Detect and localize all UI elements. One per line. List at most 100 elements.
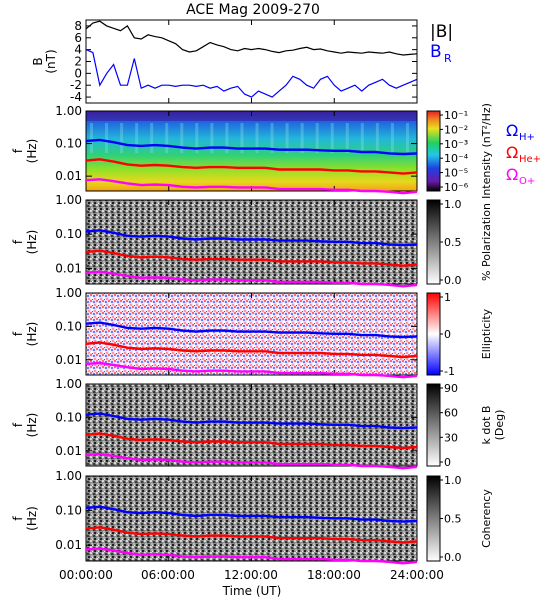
intensity-stripe-4 bbox=[150, 123, 154, 153]
colorbar-tick-label-3-2: -1 bbox=[444, 365, 455, 378]
intensity-stripe-0 bbox=[90, 123, 93, 153]
y-tick-label-2-2: 0.01 bbox=[55, 261, 82, 275]
colorbar-tick-label-5-1: 0.5 bbox=[444, 513, 462, 526]
y-axis-label-5: f bbox=[11, 516, 25, 521]
gyro-legend-sub-1: He+ bbox=[519, 154, 541, 165]
y-tick-label-4-0: 1.00 bbox=[55, 377, 82, 391]
y-tick-label-b-6: -4 bbox=[70, 90, 82, 104]
y-axis-unit-2: (Hz) bbox=[25, 230, 39, 255]
legend-b-r-sub: R bbox=[444, 52, 452, 65]
colorbar-label-3: Ellipticity bbox=[480, 308, 493, 359]
y-tick-label-3-2: 0.01 bbox=[55, 353, 82, 367]
intensity-stripe-7 bbox=[195, 123, 199, 153]
y-tick-label-b-2: 4 bbox=[74, 43, 82, 57]
intensity-stripe-17 bbox=[345, 123, 349, 153]
intensity-stripe-3 bbox=[135, 123, 139, 153]
y-axis-unit-4: (Hz) bbox=[25, 413, 39, 438]
y-tick-label-2-0: 1.00 bbox=[55, 193, 82, 207]
colorbar-tick-label-5-2: 0.0 bbox=[444, 551, 462, 564]
gyro-line-o-plus-5 bbox=[85, 547, 418, 565]
y-axis-label-4: f bbox=[11, 422, 25, 427]
intensity-stripe-21 bbox=[405, 123, 409, 153]
y-tick-label-b-5: -2 bbox=[70, 78, 82, 92]
x-tick-label-24: 24:00:00 bbox=[390, 568, 444, 582]
colorbar-tick-label-3-1: 0 bbox=[444, 328, 451, 341]
panel-coherency: 1.00 0.10 0.01 f (Hz) 1.0 0.5 0.0 Coherency bbox=[11, 469, 493, 565]
intensity-stripe-14 bbox=[300, 123, 304, 153]
panel-intensity: 1.00 0.10 0.01 f (Hz) 10⁻¹10⁻² 10⁻³10⁻⁴ 10⁻⁵10⁻… bbox=[11, 103, 541, 199]
intensity-stripe-18 bbox=[360, 123, 364, 153]
y-tick-label-3-0: 1.00 bbox=[55, 286, 82, 300]
plot-frame-b bbox=[85, 19, 418, 104]
panel-ellipticity: 1.00 0.10 0.01 f (Hz) 1 0 -1 Ellipticity bbox=[11, 286, 493, 379]
y-tick-label-b-4: 0 bbox=[74, 66, 82, 80]
gyro-line-he-plus-4 bbox=[85, 432, 418, 450]
intensity-stripe-15 bbox=[315, 123, 319, 153]
colorbar-label-4: k dot B bbox=[480, 406, 493, 445]
gyro-legend-omega-2: Ω bbox=[506, 165, 518, 184]
gyro-line-he-plus-5 bbox=[85, 526, 418, 544]
intensity-stripe-8 bbox=[210, 123, 214, 153]
colorbar-tick-label-5-0: 1.0 bbox=[444, 474, 462, 487]
colorbar-tick-label-4-3: 0 bbox=[444, 456, 451, 469]
y-tick-label-1-1: 0.10 bbox=[55, 137, 82, 151]
panel-k-dot-b: 1.00 0.10 0.01 f (Hz) 90 60 30 0 k dot B (Deg) bbox=[11, 377, 506, 470]
y-tick-label-4-2: 0.01 bbox=[55, 444, 82, 458]
y-axis-unit-b: (nT) bbox=[44, 49, 58, 73]
y-tick-label-5-1: 0.10 bbox=[55, 504, 82, 518]
colorbar-tick-label-1-0: 10⁻¹ bbox=[444, 109, 468, 122]
y-tick-label-1-2: 0.01 bbox=[55, 169, 82, 183]
colorbar-1 bbox=[426, 110, 441, 192]
colorbar-tick-label-1-4: 10⁻⁵ bbox=[444, 167, 468, 180]
x-axis-title: Time (UT) bbox=[222, 584, 282, 598]
gyro-line-h-plus-2 bbox=[85, 229, 418, 247]
colorbar-tick-label-4-2: 30 bbox=[444, 431, 458, 444]
colorbar-4 bbox=[426, 383, 441, 467]
y-tick-label-3-1: 0.10 bbox=[55, 319, 82, 333]
colorbar-tick-label-4-1: 60 bbox=[444, 407, 458, 420]
gyro-line-o-plus-4 bbox=[85, 452, 418, 470]
intensity-stripe-13 bbox=[285, 123, 289, 153]
intensity-stripe-10 bbox=[240, 123, 244, 153]
gyro-line-h-plus-4 bbox=[85, 412, 418, 430]
series-line-b-r bbox=[85, 49, 418, 98]
figure-title: ACE Mag 2009-270 bbox=[186, 2, 320, 18]
intensity-stripe-9 bbox=[225, 123, 229, 153]
intensity-stripe-20 bbox=[390, 123, 394, 153]
intensity-stripe-6 bbox=[180, 123, 184, 153]
y-tick-label-1-0: 1.00 bbox=[55, 104, 82, 118]
colorbar-label-1: Intensity (nT²/Hz) bbox=[480, 103, 493, 199]
y-axis-label-3: f bbox=[11, 331, 25, 336]
y-tick-label-5-2: 0.01 bbox=[55, 538, 82, 552]
x-tick-label-6: 06:00:00 bbox=[141, 568, 195, 582]
gyro-line-he-plus-1 bbox=[85, 158, 418, 175]
y-tick-label-5-0: 1.00 bbox=[55, 469, 82, 483]
gyro-line-h-plus-3 bbox=[85, 321, 418, 339]
x-tick-label-12: 12:00:00 bbox=[224, 568, 278, 582]
colorbar-2 bbox=[426, 199, 441, 285]
intensity-stripe-19 bbox=[375, 123, 379, 153]
gyro-legend-omega-1: Ω bbox=[506, 143, 518, 162]
gyro-line-o-plus-2 bbox=[85, 270, 418, 288]
colorbar-label-2: % Polarization bbox=[480, 203, 493, 281]
colorbar-label-5: Coherency bbox=[480, 489, 493, 548]
y-tick-label-b-3: 2 bbox=[74, 55, 82, 69]
colorbar-tick-label-1-1: 10⁻² bbox=[444, 123, 468, 136]
y-axis-unit-1: (Hz) bbox=[25, 139, 39, 164]
y-tick-label-4-1: 0.10 bbox=[55, 410, 82, 424]
intensity-stripe-2 bbox=[120, 123, 124, 153]
gyro-line-he-plus-3 bbox=[85, 341, 418, 359]
gyro-legend-sub-2: O+ bbox=[519, 176, 535, 187]
intensity-stripe-5 bbox=[165, 123, 169, 153]
y-tick-label-2-1: 0.10 bbox=[55, 227, 82, 241]
colorbar-tick-label-2-2: 0.0 bbox=[444, 274, 462, 287]
y-tick-label-b-0: 8 bbox=[74, 19, 82, 33]
intensity-stripe-1 bbox=[105, 123, 109, 153]
y-axis-unit-3: (Hz) bbox=[25, 322, 39, 347]
legend-b-abs: |B| bbox=[430, 22, 453, 42]
y-axis-label-2: f bbox=[11, 239, 25, 244]
x-tick-label-0: 00:00:00 bbox=[59, 568, 113, 582]
gyro-legend-omega-0: Ω bbox=[506, 121, 518, 140]
